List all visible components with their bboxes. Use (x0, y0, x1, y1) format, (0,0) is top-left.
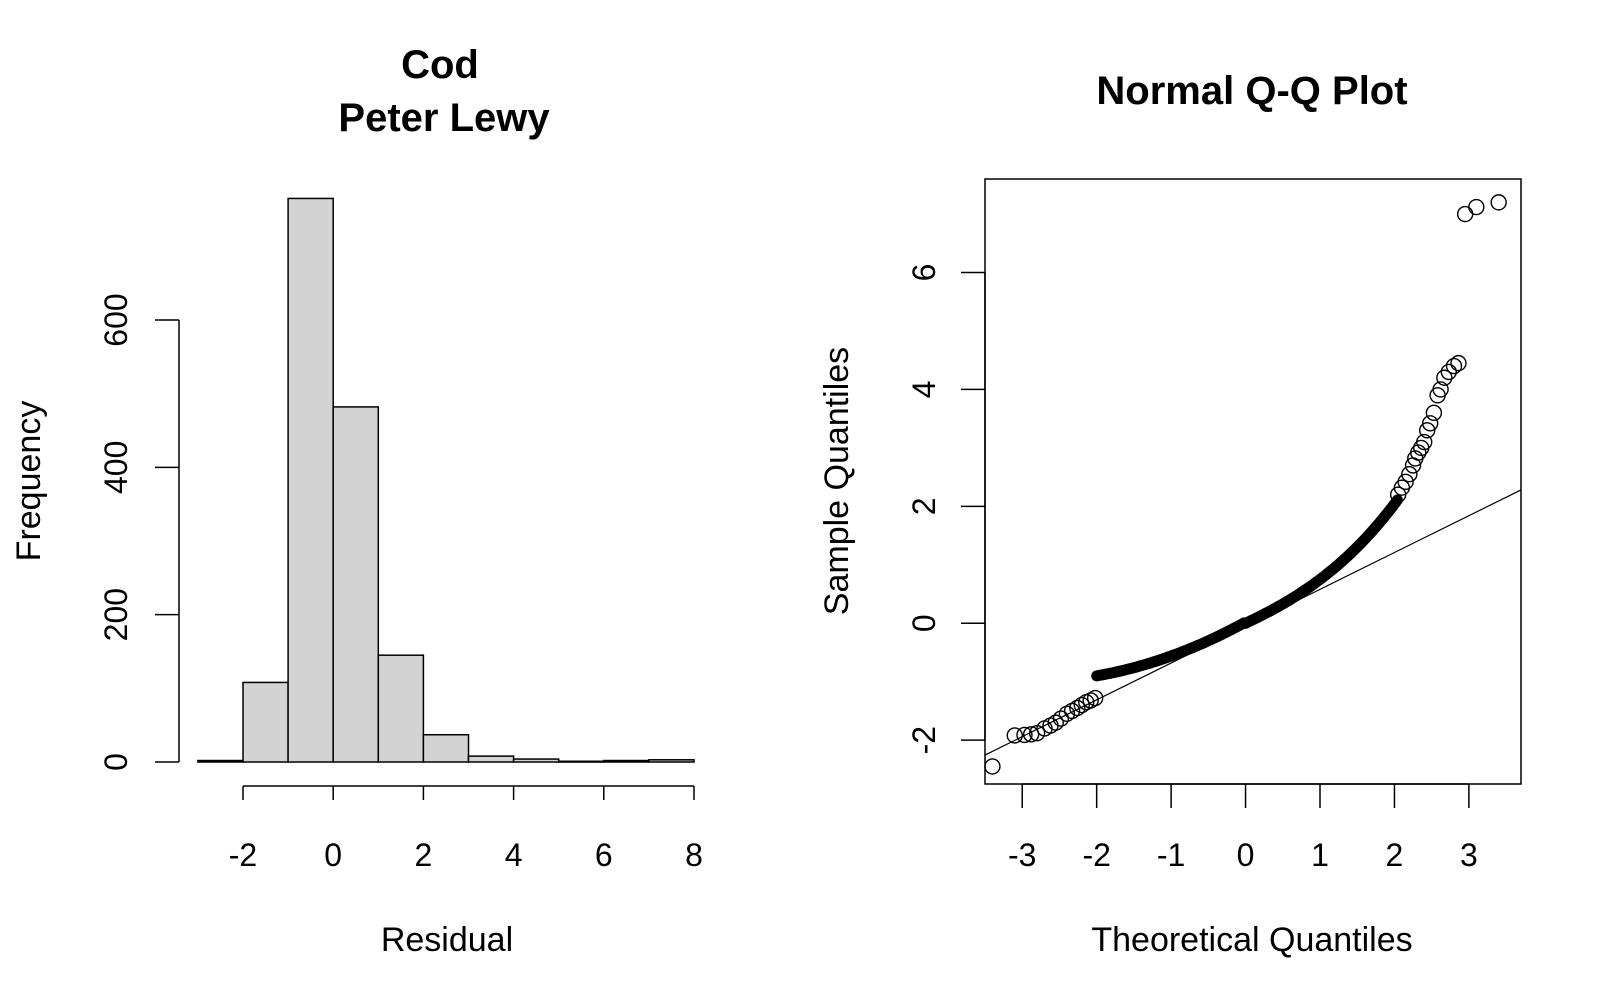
qq-point (1468, 198, 1485, 216)
histogram-title: Cod (401, 43, 479, 87)
histogram-subtitle: Peter Lewy (338, 96, 550, 140)
qq-point (1418, 422, 1436, 439)
qq-point (984, 758, 1001, 775)
qq-point (1410, 444, 1427, 461)
qq-y-tick-label: 4 (906, 381, 942, 399)
histogram-bar (197, 759, 244, 763)
qq-points-dense-band (1091, 494, 1403, 682)
histogram-bar (287, 197, 334, 763)
qq-point (1440, 363, 1457, 381)
qq-plot-title: Normal Q-Q Plot (1096, 69, 1407, 113)
qq-point (1052, 710, 1070, 727)
qq-point (1401, 465, 1418, 483)
histogram-bar (557, 760, 605, 763)
qq-point (1022, 726, 1040, 743)
qq-y-tick-label: 0 (906, 614, 942, 632)
qq-plot-frame (984, 178, 1522, 785)
histogram-x-tick-label: -2 (229, 837, 257, 873)
qq-point (1069, 699, 1086, 717)
histogram-x-tick-label: 4 (505, 837, 523, 873)
qq-x-tick-label: -2 (1082, 837, 1110, 873)
qq-point (1436, 369, 1453, 386)
qq-point (1086, 689, 1104, 707)
histogram-x-tick-label: 0 (324, 837, 342, 873)
histogram-y-axis: 0 200 400 600 (98, 293, 180, 771)
histogram-y-tick-label: 600 (98, 293, 134, 346)
histogram-bar (377, 654, 425, 763)
qq-x-label: Theoretical Quantiles (1091, 921, 1412, 959)
qq-point (1006, 727, 1023, 744)
histogram-x-tick-label: 6 (595, 837, 613, 873)
qq-x-tick-label: 2 (1386, 837, 1404, 873)
qq-point (1397, 473, 1414, 490)
histogram-bars (197, 197, 695, 763)
histogram-panel: Cod Peter Lewy -2 0 2 4 6 8 0 200 400 600 Residu… (10, 43, 703, 959)
qq-y-axis: -2 0 2 4 6 (906, 264, 986, 754)
qq-y-label: Sample Quantiles (818, 347, 856, 615)
histogram-y-tick-label: 200 (98, 588, 134, 641)
qq-point (1445, 357, 1463, 375)
qq-point (1073, 696, 1090, 714)
qq-y-tick-label: -2 (906, 726, 942, 754)
qq-point (1432, 381, 1449, 398)
histogram-bar (332, 406, 380, 763)
qq-point (1416, 433, 1433, 451)
histogram-x-axis: -2 0 2 4 6 8 (229, 785, 703, 873)
histogram-x-label: Residual (381, 921, 513, 959)
qq-x-tick-label: 0 (1237, 837, 1255, 873)
histogram-bar (422, 733, 470, 763)
qq-point (1456, 205, 1474, 223)
qq-y-tick-label: 2 (906, 497, 942, 515)
histogram-y-tick-label: 400 (98, 441, 134, 494)
histogram-bar (467, 755, 515, 763)
qq-x-axis: -3 -2 -1 0 1 2 3 (1008, 783, 1478, 873)
histogram-bar (242, 681, 289, 763)
qq-point (1490, 194, 1507, 211)
qq-x-tick-label: -1 (1157, 837, 1185, 873)
histogram-x-tick-label: 8 (685, 837, 703, 873)
histogram-y-label: Frequency (10, 401, 48, 562)
histogram-y-tick-label: 0 (98, 753, 134, 771)
histogram-bar (603, 759, 650, 763)
qq-x-tick-label: 3 (1460, 837, 1478, 873)
qq-point (1016, 726, 1033, 744)
qq-x-tick-label: -3 (1008, 837, 1036, 873)
qq-point (1047, 714, 1064, 731)
histogram-bar (648, 759, 695, 763)
qq-point (1450, 354, 1467, 372)
qq-points-bulk (1091, 494, 1403, 682)
qq-x-tick-label: 1 (1311, 837, 1329, 873)
qq-points (984, 194, 1507, 775)
histogram-x-tick-label: 2 (415, 837, 433, 873)
histogram-bar (512, 758, 560, 763)
qq-plot-panel: Normal Q-Q Plot -3 -2 -1 0 1 2 3 -2 0 2 4 6 Theore… (818, 69, 1522, 959)
qq-y-tick-label: 6 (906, 264, 942, 282)
qq-point (1421, 415, 1439, 432)
qq-point (1425, 404, 1443, 422)
qq-point (1429, 387, 1446, 404)
